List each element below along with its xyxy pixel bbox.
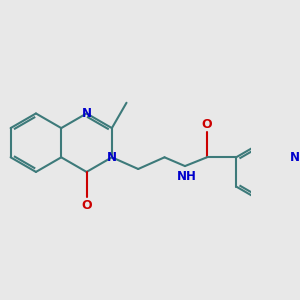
Text: O: O [81,199,92,212]
Text: N: N [290,151,300,164]
Text: N: N [82,107,92,120]
Text: O: O [202,118,212,131]
Text: NH: NH [176,169,196,183]
Text: N: N [107,151,117,164]
